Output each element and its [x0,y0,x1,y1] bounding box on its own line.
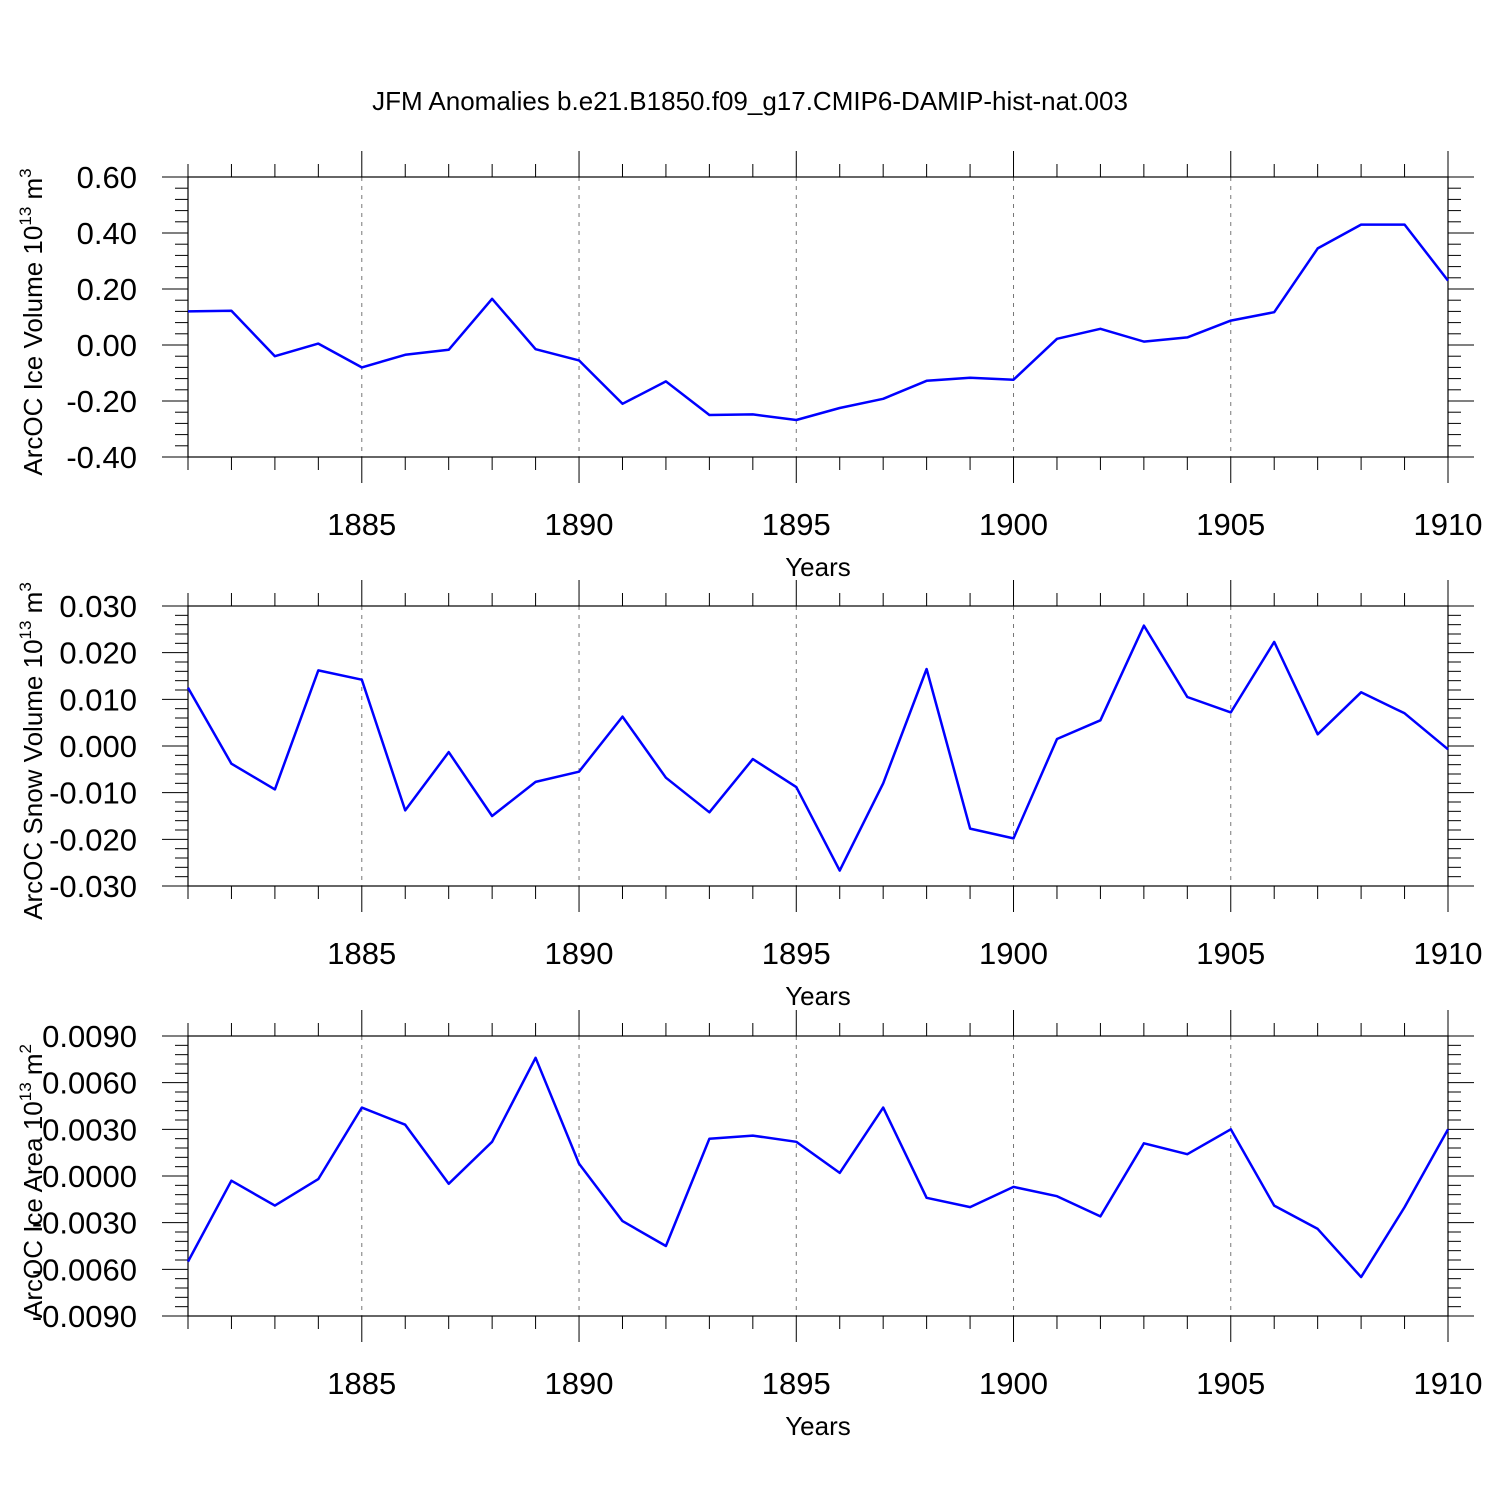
x-tick-label: 1890 [545,936,614,971]
y-axis-label-ylabel: ArcOC Ice Volume 10 [18,226,48,476]
x-tick-label: 1910 [1414,1366,1483,1401]
x-tick-label: 1900 [979,1366,1048,1401]
x-tick-label: 1890 [545,1366,614,1401]
x-tick-label: 1910 [1414,507,1483,542]
series-line [186,624,1449,872]
y-axis-label-ylabel-unit: m [18,592,48,621]
y-tick-label: -0.030 [49,869,137,904]
x-tick-label: 1895 [762,1366,831,1401]
plot-frame [187,605,1449,887]
y-tick-label: 0.030 [59,589,137,624]
y-tick-label: 0.40 [77,216,137,251]
x-tick-label: 1905 [1196,936,1265,971]
y-tick-label: -0.0090 [32,1299,137,1334]
series-line [186,1056,1450,1279]
plot-frame [187,176,1449,458]
x-axis-label: Years [785,1411,851,1441]
y-tick-label: 0.20 [77,272,137,307]
y-tick-label: 0.0060 [42,1066,137,1101]
x-tick-label: 1885 [327,1366,396,1401]
x-tick-label: 1900 [979,936,1048,971]
x-tick-label: 1910 [1414,936,1483,971]
y-axis-label-ylabel-unit-exp: 3 [16,168,35,177]
y-tick-label: 0.020 [59,636,137,671]
x-tick-label: 1895 [762,936,831,971]
plot-frame [187,1035,1449,1317]
series-line [187,223,1449,422]
y-tick-label: 0.010 [59,682,137,717]
y-tick-label: 0.0030 [42,1112,137,1147]
y-axis-label-ylabel: ArcOC Snow Volume 10 [18,639,48,919]
y-tick-label: 0.0000 [42,1159,137,1194]
y-axis-label: ArcOC Snow Volume 1013 m3 [16,582,48,920]
x-axis-label: Years [785,552,851,582]
y-axis-label: ArcOC Ice Area 1013 m2 [16,1044,48,1318]
y-axis-label-ylabel-unit: m [18,1053,48,1082]
x-tick-label: 1905 [1196,1366,1265,1401]
y-axis-label-ylabel-unit-exp: 2 [16,1044,35,1053]
y-tick-label: 0.0090 [42,1019,137,1054]
x-axis-label: Years [785,981,851,1011]
y-axis-label-ylabel-exp: 13 [16,621,35,640]
y-tick-label: 0.000 [59,729,137,764]
y-axis-label-ylabel: ArcOC Ice Area 10 [18,1101,48,1318]
x-tick-label: 1895 [762,507,831,542]
chart-panel-2: -0.030 -0.020 -0.010 0.000 0.010 0.020 0.030 18… [16,580,1482,1011]
y-tick-label: -0.20 [66,384,137,419]
chart-panel-1: -0.40 -0.20 0.00 0.20 0.40 0.60 1885 1890 1895 19… [16,151,1482,582]
y-axis-label-ylabel-unit-exp: 3 [16,582,35,591]
x-tick-label: 1885 [327,936,396,971]
y-tick-label: -0.40 [66,440,137,475]
x-tick-label: 1890 [545,507,614,542]
y-tick-label: -0.010 [49,776,137,811]
figure-title: JFM Anomalies b.e21.B1850.f09_g17.CMIP6-… [372,86,1128,116]
y-tick-label: -0.0060 [32,1252,137,1287]
x-tick-label: 1885 [327,507,396,542]
x-tick-label: 1900 [979,507,1048,542]
y-axis-label-ylabel-exp: 13 [16,1082,35,1101]
y-tick-label: 0.00 [77,328,137,363]
chart-panel-3: -0.0090 -0.0060 -0.0030 0.0000 0.0030 0.0060 0… [16,1010,1482,1441]
y-tick-label: -0.0030 [32,1206,137,1241]
y-axis-label: ArcOC Ice Volume 1013 m3 [16,168,48,475]
x-tick-label: 1905 [1196,507,1265,542]
y-axis-label-ylabel-exp: 13 [16,207,35,226]
y-axis-label-ylabel-unit: m [18,178,48,207]
y-tick-label: -0.020 [49,822,137,857]
y-tick-label: 0.60 [77,160,137,195]
